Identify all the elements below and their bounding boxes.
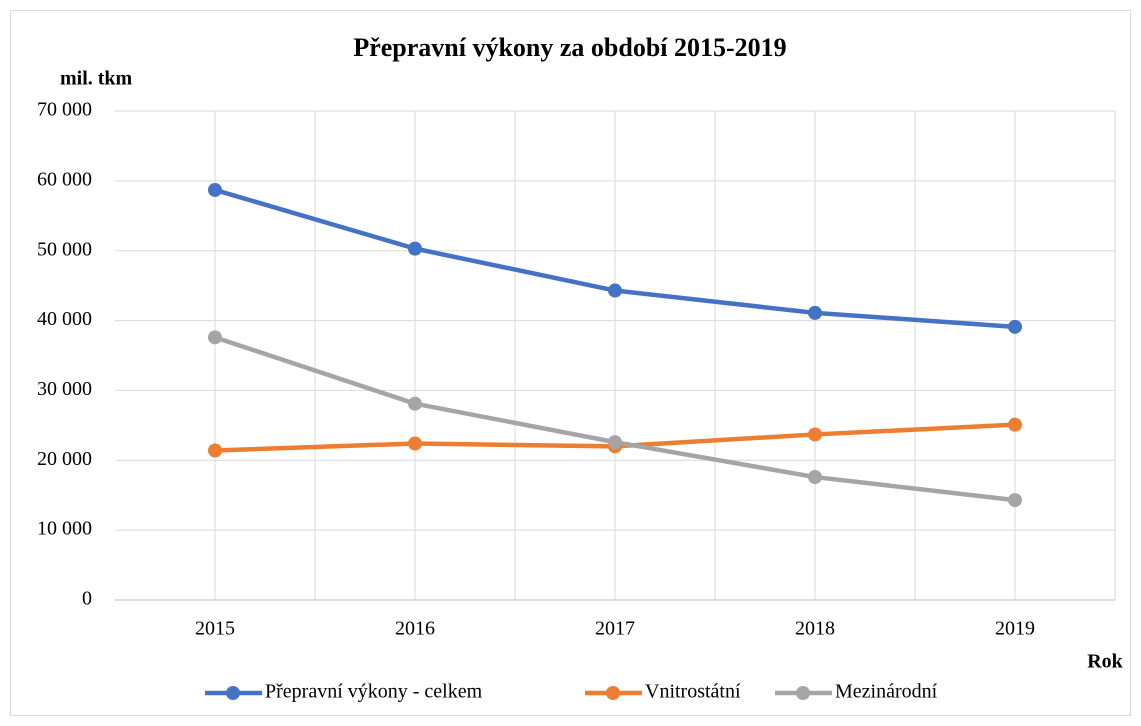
- data-point: [1008, 319, 1022, 334]
- x-tick-label: 2018: [795, 618, 835, 640]
- y-tick-label: 40 000: [37, 308, 92, 330]
- data-point: [608, 283, 622, 298]
- x-axis-label: Rok: [1087, 651, 1123, 673]
- y-tick-label: 10 000: [37, 518, 92, 540]
- data-point: [208, 330, 222, 345]
- data-point: [408, 396, 422, 411]
- legend-label: Mezinárodní: [835, 681, 938, 703]
- legend-marker: [796, 686, 810, 700]
- y-tick-label: 50 000: [37, 238, 92, 260]
- data-point: [408, 241, 422, 256]
- y-tick-label: 0: [82, 588, 92, 610]
- y-axis-label: mil. tkm: [60, 68, 133, 90]
- legend-label: Vnitrostátní: [645, 681, 741, 703]
- data-point: [208, 182, 222, 197]
- x-tick-label: 2015: [195, 618, 235, 640]
- x-tick-label: 2016: [395, 618, 435, 640]
- legend-marker: [606, 686, 620, 700]
- legend-label: Přepravní výkony - celkem: [265, 681, 483, 703]
- x-tick-label: 2017: [595, 618, 635, 640]
- y-tick-label: 30 000: [37, 378, 92, 400]
- x-tick-label: 2019: [995, 618, 1035, 640]
- data-point: [808, 427, 822, 442]
- data-point: [1008, 417, 1022, 432]
- data-point: [208, 443, 222, 458]
- data-point: [608, 435, 622, 450]
- legend-marker: [226, 686, 240, 700]
- data-point: [1008, 493, 1022, 508]
- chart-title: Přepravní výkony za období 2015-2019: [353, 33, 786, 62]
- data-point: [808, 470, 822, 485]
- chart-border: [10, 10, 1131, 716]
- data-point: [408, 436, 422, 451]
- y-tick-label: 20 000: [37, 448, 92, 470]
- data-point: [808, 305, 822, 320]
- y-tick-label: 60 000: [37, 168, 92, 190]
- y-tick-label: 70 000: [37, 99, 92, 121]
